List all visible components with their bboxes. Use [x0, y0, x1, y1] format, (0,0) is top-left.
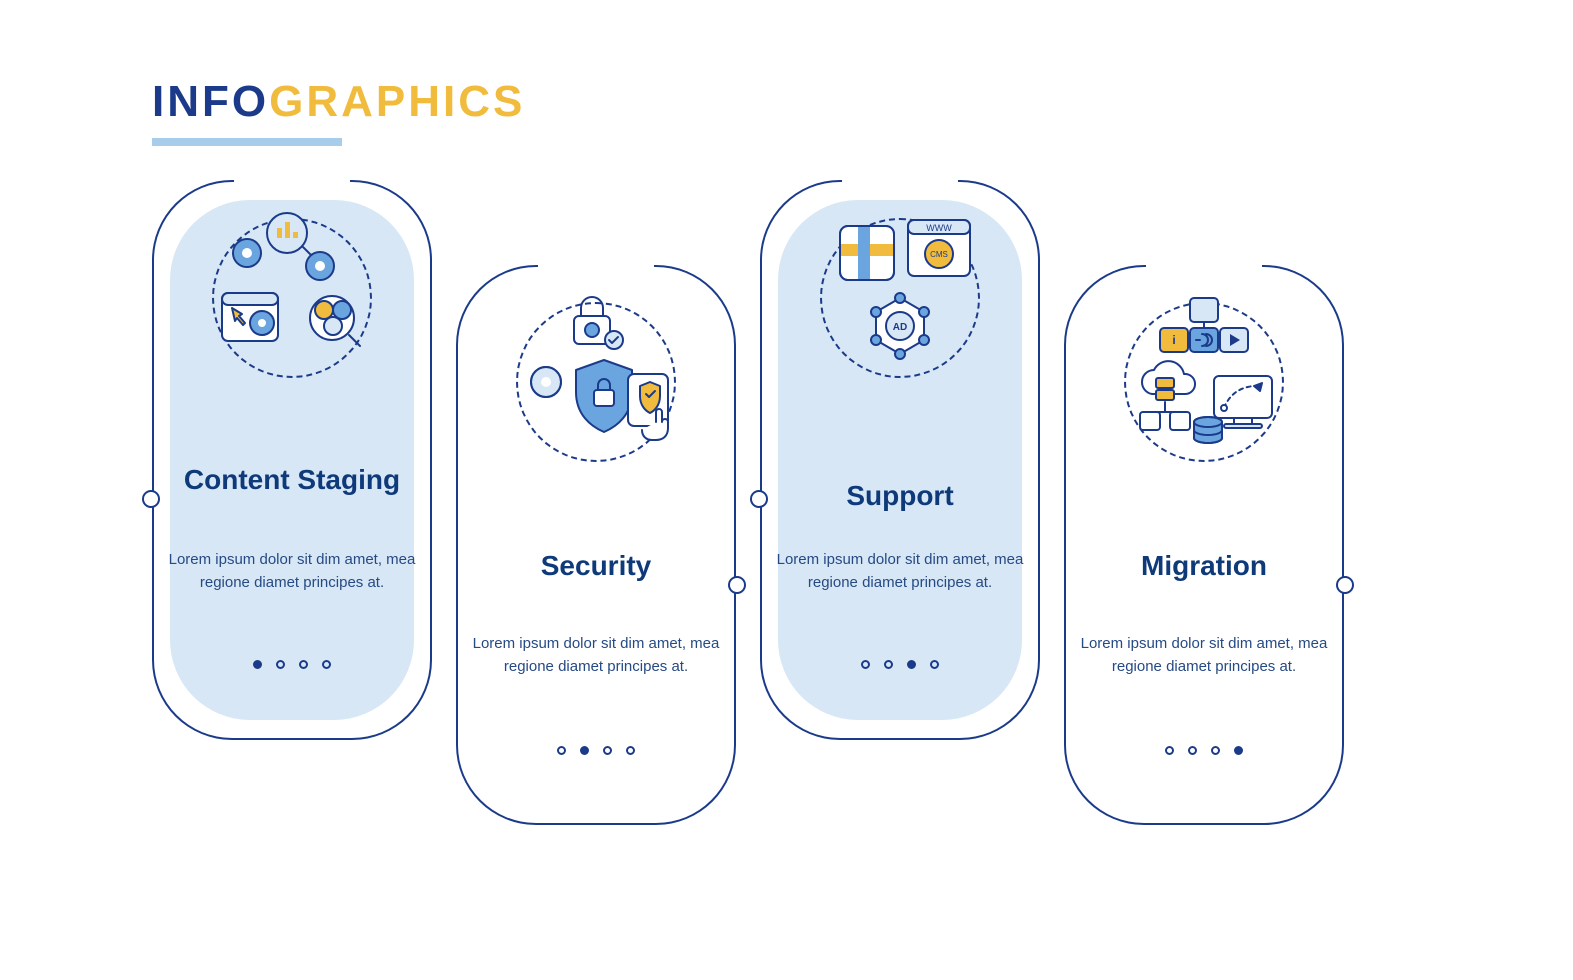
pager-dot [322, 660, 331, 669]
card-body-1: Lorem ipsum dolor sit dim amet, mea regi… [466, 632, 726, 679]
pager-dot [861, 660, 870, 669]
pager-dot [557, 746, 566, 755]
pager-dot [603, 746, 612, 755]
card-title-1: Security [466, 548, 726, 583]
pager-dot [1234, 746, 1243, 755]
frame-end-dot-3 [1336, 576, 1354, 594]
frame-end-dot-1 [728, 576, 746, 594]
card-pager-2 [770, 660, 1030, 669]
pager-dot [1211, 746, 1220, 755]
header-title: INFOGRAPHICS [152, 80, 525, 124]
card-title-3: Migration [1074, 548, 1334, 583]
pager-dot [1188, 746, 1197, 755]
pager-dot [276, 660, 285, 669]
pager-dot [884, 660, 893, 669]
frame-end-dot-0 [142, 490, 160, 508]
frame-end-dot-2 [750, 490, 768, 508]
card-title-0: Content Staging [162, 462, 422, 497]
pager-dot [930, 660, 939, 669]
header-word-2: GRAPHICS [269, 77, 525, 126]
pager-dot [626, 746, 635, 755]
header-word-1: INFO [152, 77, 269, 126]
card-pager-1 [466, 746, 726, 755]
card-body-3: Lorem ipsum dolor sit dim amet, mea regi… [1074, 632, 1334, 679]
pager-dot [1165, 746, 1174, 755]
header: INFOGRAPHICS [152, 80, 525, 124]
header-underline [152, 138, 342, 146]
svg-text:CMS: CMS [930, 250, 948, 259]
card-pager-3 [1074, 746, 1334, 755]
pager-dot [299, 660, 308, 669]
svg-text:WWW: WWW [926, 223, 952, 233]
pager-dot [253, 660, 262, 669]
pager-dot [580, 746, 589, 755]
pager-dot [907, 660, 916, 669]
card-body-2: Lorem ipsum dolor sit dim amet, mea regi… [770, 548, 1030, 595]
card-title-2: Support [770, 478, 1030, 513]
card-body-0: Lorem ipsum dolor sit dim amet, mea regi… [162, 548, 422, 595]
infographic-canvas: INFOGRAPHICS [0, 0, 1573, 980]
card-pager-0 [162, 660, 422, 669]
